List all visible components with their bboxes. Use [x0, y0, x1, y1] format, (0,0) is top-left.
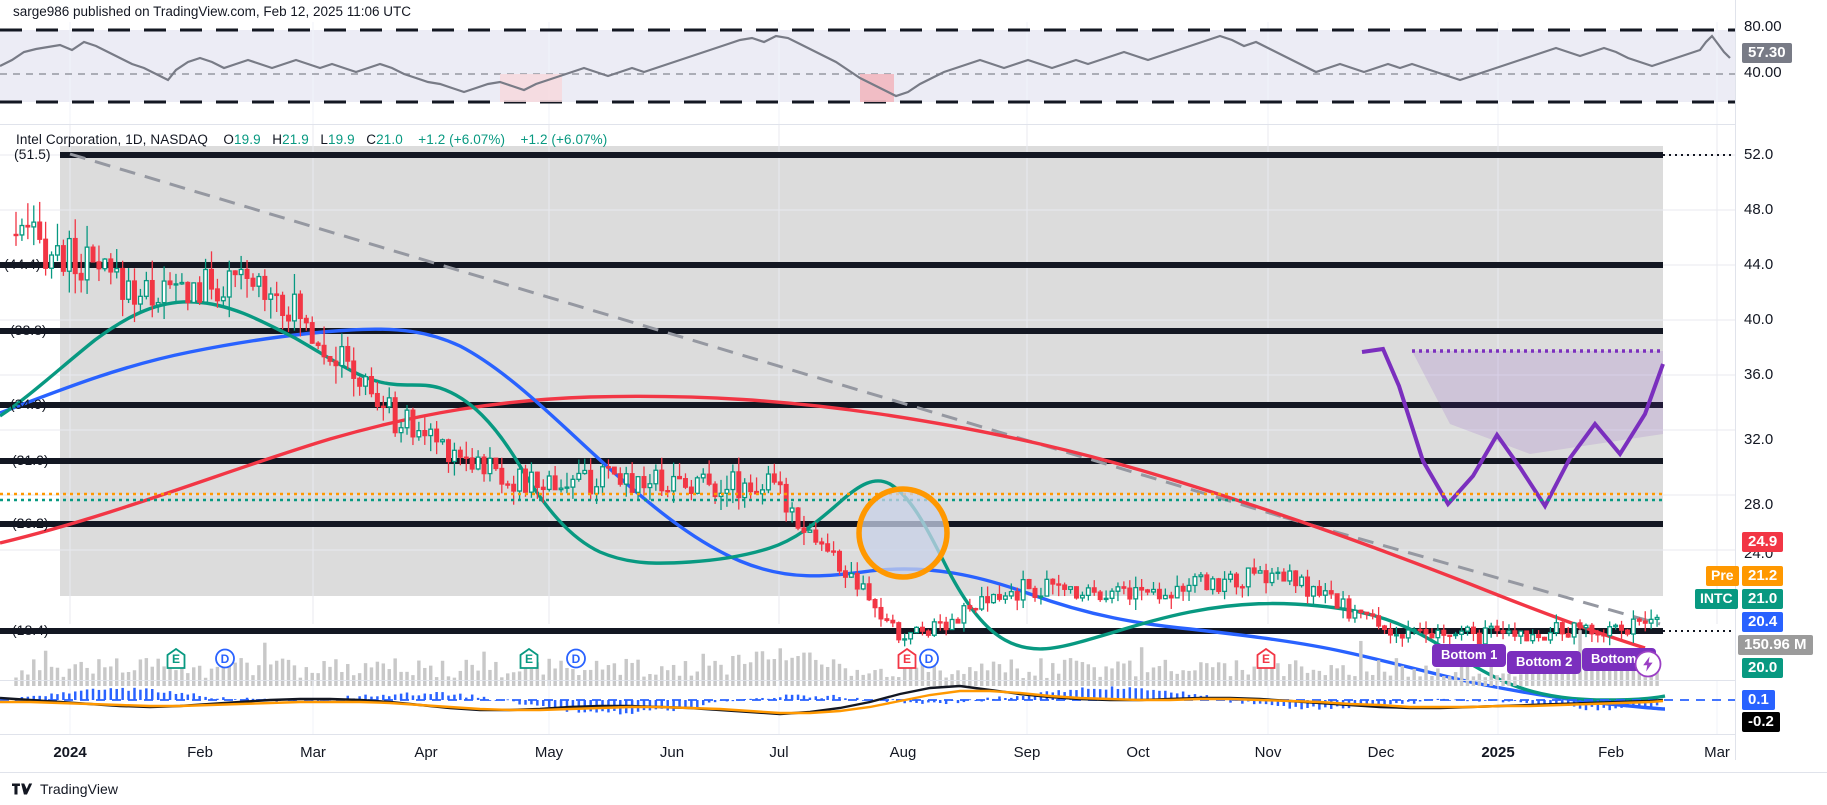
- level-label-1: (51.5): [14, 146, 51, 162]
- time-axis-tick: Feb: [1598, 744, 1624, 761]
- legend-high-key: H: [272, 132, 283, 147]
- premarket-tag: Pre: [1706, 566, 1739, 586]
- low-price-badge[interactable]: 20.4: [1742, 612, 1784, 632]
- volume-value-badge[interactable]: 150.96 M: [1738, 635, 1813, 655]
- high-price-badge[interactable]: 24.9: [1742, 532, 1784, 552]
- price-pane-graphics: [0, 124, 1735, 711]
- legend-low-value: 19.9: [328, 132, 355, 147]
- earnings-marker[interactable]: E: [166, 648, 186, 669]
- legend-close-key: C: [366, 132, 377, 147]
- premarket-price-badge[interactable]: 21.2: [1742, 566, 1784, 586]
- dividend-marker-label: D: [571, 651, 581, 666]
- macd-pane: [0, 680, 1735, 734]
- legend-high-value: 21.9: [282, 132, 309, 147]
- time-axis-tick: Oct: [1126, 744, 1150, 761]
- earnings-marker-label: E: [902, 651, 911, 666]
- macd-value-badge[interactable]: 0.1: [1742, 690, 1775, 710]
- symbol-tag: INTC: [1695, 589, 1738, 609]
- tradingview-logo-icon: [12, 782, 34, 796]
- dividend-marker[interactable]: D: [919, 648, 939, 669]
- price-axis-label: 48.0: [1744, 201, 1774, 218]
- publish-text: sarge986 published on TradingView.com, F…: [13, 3, 412, 19]
- time-axis-tick: Feb: [187, 744, 213, 761]
- price-scale[interactable]: 80.00 57.30 40.00 52.0 48.0 44.0 40.0 36…: [1695, 0, 1827, 760]
- level-label-7: (18.4): [12, 622, 49, 638]
- chart-legend[interactable]: Intel Corporation, 1D, NASDAQ O19.9 H21.…: [16, 132, 607, 147]
- legend-close-value: 21.0: [376, 132, 403, 147]
- legend-low-key: L: [320, 132, 329, 147]
- time-axis-tick: Aug: [889, 744, 917, 761]
- price-axis-label: 44.0: [1744, 256, 1774, 273]
- pane-divider-top: [0, 124, 1735, 125]
- time-axis[interactable]: 2024 Feb Mar Apr May Jun Jul Aug Sep Oct Nov Dec 202…: [0, 734, 1735, 772]
- price-axis-label: 40.0: [1744, 311, 1774, 328]
- time-axis-tick: Nov: [1254, 744, 1282, 761]
- price-pane: (51.5) (44.4) (38.8) (34.9) (31.0) (26.2…: [0, 124, 1735, 711]
- level-label-4: (34.9): [10, 396, 47, 412]
- rsi-axis-label-low: 40.00: [1744, 64, 1782, 81]
- price-axis-label: 52.0: [1744, 146, 1774, 163]
- drawing-badge-bottom-1[interactable]: Bottom 1: [1432, 644, 1507, 667]
- level-label-2: (44.4): [4, 256, 41, 272]
- dividend-marker[interactable]: D: [215, 648, 235, 669]
- dividend-marker-label: D: [924, 651, 934, 666]
- time-axis-tick: Apr: [414, 744, 438, 761]
- dividend-marker[interactable]: D: [566, 648, 586, 669]
- price-axis-label: 28.0: [1744, 496, 1774, 513]
- earnings-marker-label: E: [171, 651, 180, 666]
- earnings-marker-label: E: [524, 651, 533, 666]
- price-axis-label: 36.0: [1744, 366, 1774, 383]
- ma-value-badge[interactable]: 20.0: [1742, 658, 1784, 678]
- price-axis-label: 32.0: [1744, 431, 1774, 448]
- tradingview-brand-label: TradingView: [40, 781, 119, 797]
- rsi-value-badge: 57.30: [1742, 43, 1792, 63]
- rsi-pane: [0, 22, 1735, 124]
- legend-change: +1.2 (+6.07%): [418, 132, 506, 147]
- time-axis-tick: Mar: [1704, 744, 1730, 761]
- rsi-pane-graphics: [0, 22, 1735, 124]
- rsi-axis-label-high: 80.00: [1744, 18, 1782, 35]
- time-axis-tick: Sep: [1013, 744, 1041, 761]
- time-axis-tick: Mar: [300, 744, 326, 761]
- circle-annotation: [856, 486, 950, 580]
- alert-lightning-icon[interactable]: [1634, 650, 1662, 678]
- time-axis-tick: Jun: [659, 744, 685, 761]
- drawing-badge-bottom-2[interactable]: Bottom 2: [1507, 651, 1582, 674]
- footer: TradingView: [0, 772, 1827, 805]
- earnings-marker[interactable]: E: [1256, 648, 1276, 669]
- last-price-badge[interactable]: 21.0: [1742, 589, 1784, 609]
- legend-symbol: Intel Corporation, 1D, NASDAQ: [16, 132, 208, 147]
- earnings-marker[interactable]: E: [897, 648, 917, 669]
- level-label-5: (31.0): [12, 452, 49, 468]
- legend-change-secondary: +1.2 (+6.07%): [520, 132, 608, 147]
- time-axis-tick: Dec: [1367, 744, 1395, 761]
- legend-open-value: 19.9: [234, 132, 261, 147]
- time-axis-tick: May: [534, 744, 564, 761]
- time-axis-tick: 2024: [53, 744, 87, 761]
- macd-pane-graphics: [0, 680, 1735, 734]
- dividend-marker-label: D: [220, 651, 230, 666]
- legend-open-key: O: [223, 132, 235, 147]
- earnings-marker[interactable]: E: [519, 648, 539, 669]
- signal-value-badge[interactable]: -0.2: [1742, 712, 1780, 732]
- level-label-3: (38.8): [10, 322, 47, 338]
- earnings-marker-label: E: [1261, 651, 1270, 666]
- time-axis-tick: Jul: [769, 744, 789, 761]
- publish-header: sarge986 published on TradingView.com, F…: [0, 0, 1827, 22]
- time-axis-tick: 2025: [1481, 744, 1515, 761]
- pane-divider-osc: [0, 680, 1735, 681]
- level-label-6: (26.2): [12, 515, 49, 531]
